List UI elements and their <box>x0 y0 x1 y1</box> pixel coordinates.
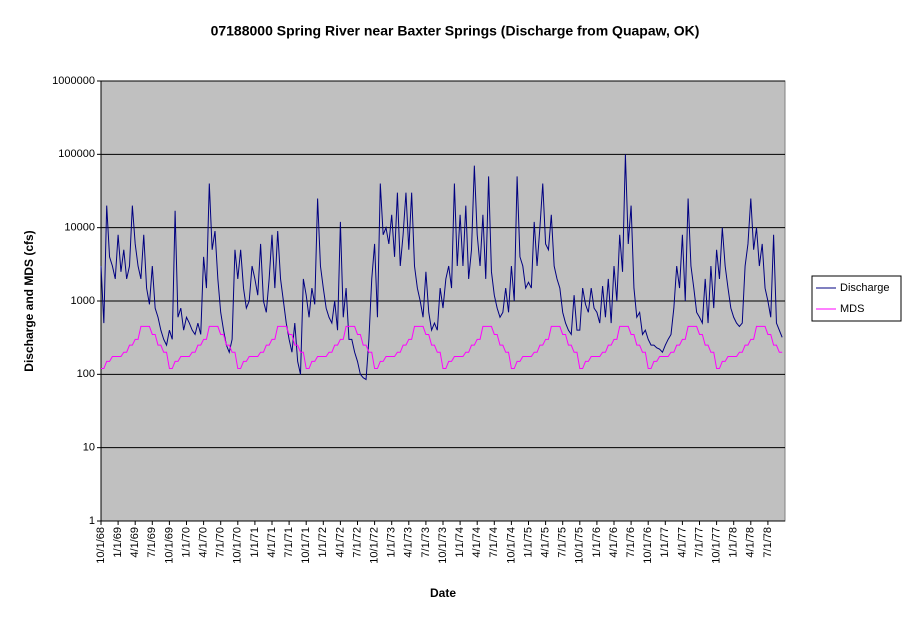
legend-box <box>811 275 902 322</box>
x-tick-label: 7/1/78 <box>762 527 774 558</box>
x-tick-label: 4/1/71 <box>266 527 278 558</box>
x-tick-label: 7/1/77 <box>693 527 705 558</box>
y-tick-label: 10 <box>83 442 95 454</box>
x-axis-title: Date <box>430 586 456 600</box>
x-tick-label: 10/1/68 <box>95 527 107 564</box>
y-tick-label: 1000 <box>71 295 95 307</box>
x-tick-label: 7/1/74 <box>488 527 500 558</box>
y-tick-label: 10000 <box>64 222 95 234</box>
x-tick-label: 10/1/77 <box>711 527 723 564</box>
chart-title: 07188000 Spring River near Baxter Spring… <box>211 23 700 39</box>
x-tick-label: 4/1/77 <box>676 527 688 558</box>
series-line <box>100 154 783 381</box>
x-tick-label: 1/1/70 <box>180 527 192 558</box>
y-axis-title: Discharge and MDS (cfs) <box>22 230 36 371</box>
x-tick-label: 10/1/69 <box>163 527 175 564</box>
x-tick-label: 1/1/74 <box>454 527 466 558</box>
x-tick-label: 4/1/74 <box>471 527 483 558</box>
y-tick-label: 100000 <box>58 148 95 160</box>
x-tick-label: 1/1/72 <box>317 527 329 558</box>
x-tick-label: 10/1/74 <box>505 527 517 564</box>
x-tick-label: 1/1/76 <box>591 527 603 558</box>
x-tick-label: 10/1/71 <box>300 527 312 564</box>
y-tick-label: 100 <box>77 368 95 380</box>
x-tick-label: 10/1/76 <box>642 527 654 564</box>
x-tick-label: 4/1/75 <box>540 527 552 558</box>
x-tick-label: 7/1/70 <box>215 527 227 558</box>
x-tick-label: 1/1/73 <box>386 527 398 558</box>
x-tick-label: 1/1/75 <box>522 527 534 558</box>
x-tick-label: 7/1/73 <box>420 527 432 558</box>
x-tick-label: 4/1/76 <box>608 527 620 558</box>
x-tick-label: 4/1/78 <box>745 527 757 558</box>
x-tick-label: 7/1/72 <box>351 527 363 558</box>
legend-label: Discharge <box>840 282 890 294</box>
x-tick-label: 4/1/72 <box>334 527 346 558</box>
x-tick-label: 7/1/69 <box>146 527 158 558</box>
x-tick-label: 1/1/77 <box>659 527 671 558</box>
x-tick-label: 10/1/72 <box>369 527 381 564</box>
x-tick-label: 10/1/70 <box>232 527 244 564</box>
x-tick-label: 10/1/73 <box>437 527 449 564</box>
legend-label: MDS <box>840 303 864 315</box>
x-tick-label: 4/1/73 <box>403 527 415 558</box>
x-tick-label: 7/1/75 <box>557 527 569 558</box>
series-line <box>101 325 783 370</box>
x-tick-label: 7/1/76 <box>625 527 637 558</box>
x-tick-label: 7/1/71 <box>283 527 295 558</box>
x-tick-label: 1/1/69 <box>112 527 124 558</box>
x-tick-label: 4/1/70 <box>198 527 210 558</box>
x-tick-label: 1/1/71 <box>249 527 261 558</box>
x-tick-label: 4/1/69 <box>129 527 141 558</box>
x-tick-label: 1/1/78 <box>728 527 740 558</box>
y-tick-label: 1 <box>89 515 95 527</box>
y-tick-label: 1000000 <box>52 75 95 87</box>
x-tick-label: 10/1/75 <box>574 527 586 564</box>
